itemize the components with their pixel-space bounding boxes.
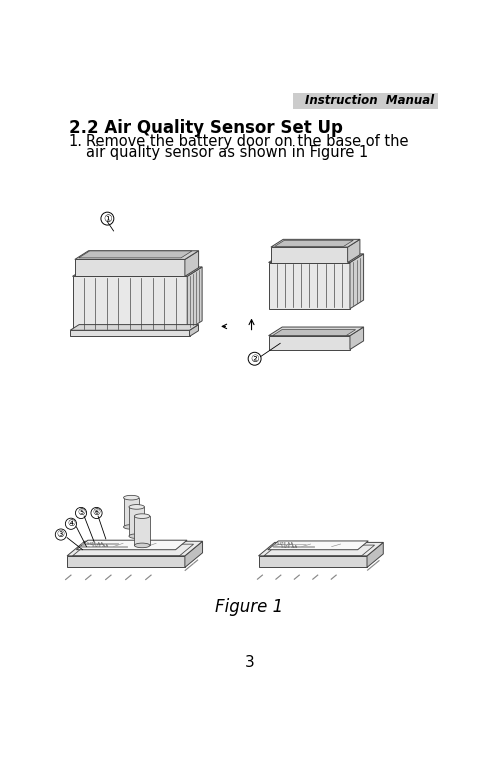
Polygon shape bbox=[350, 327, 364, 349]
Polygon shape bbox=[70, 324, 199, 330]
Polygon shape bbox=[67, 556, 185, 568]
Text: ①: ① bbox=[103, 214, 112, 224]
Polygon shape bbox=[67, 541, 203, 556]
Ellipse shape bbox=[124, 525, 139, 530]
Polygon shape bbox=[187, 267, 202, 330]
Polygon shape bbox=[185, 251, 199, 276]
Polygon shape bbox=[259, 556, 367, 568]
Ellipse shape bbox=[129, 534, 145, 539]
Polygon shape bbox=[272, 330, 356, 336]
Text: SIZE AA: SIZE AA bbox=[281, 545, 297, 549]
Polygon shape bbox=[75, 251, 199, 259]
Ellipse shape bbox=[134, 513, 150, 518]
Polygon shape bbox=[70, 330, 189, 336]
Ellipse shape bbox=[134, 543, 150, 548]
Text: SIZE AA: SIZE AA bbox=[277, 542, 293, 546]
Polygon shape bbox=[268, 327, 364, 336]
Bar bbox=[293, 93, 437, 108]
Ellipse shape bbox=[129, 504, 145, 509]
Text: SIZE AA: SIZE AA bbox=[92, 544, 108, 549]
Text: Figure 1: Figure 1 bbox=[215, 598, 283, 617]
Polygon shape bbox=[189, 324, 199, 336]
Polygon shape bbox=[268, 262, 350, 309]
Polygon shape bbox=[268, 336, 350, 349]
Polygon shape bbox=[73, 267, 202, 276]
Text: 1.: 1. bbox=[69, 134, 83, 149]
Text: ③: ③ bbox=[57, 530, 65, 539]
Polygon shape bbox=[367, 542, 383, 568]
Polygon shape bbox=[271, 240, 360, 247]
Text: ②: ② bbox=[250, 354, 259, 364]
Polygon shape bbox=[79, 251, 192, 258]
Polygon shape bbox=[268, 541, 368, 549]
Polygon shape bbox=[134, 516, 150, 546]
Text: ④: ④ bbox=[67, 520, 75, 528]
Polygon shape bbox=[259, 542, 383, 556]
Text: air quality sensor as shown in Figure 1: air quality sensor as shown in Figure 1 bbox=[86, 146, 368, 160]
Bar bbox=[273, 546, 314, 547]
Text: ⑤: ⑤ bbox=[77, 508, 85, 517]
Polygon shape bbox=[75, 259, 185, 276]
Bar bbox=[81, 543, 118, 544]
Text: ⑥: ⑥ bbox=[93, 508, 101, 517]
Polygon shape bbox=[271, 247, 348, 262]
Text: SIZE AA: SIZE AA bbox=[87, 542, 103, 546]
Bar bbox=[81, 546, 127, 547]
Polygon shape bbox=[185, 541, 203, 568]
Polygon shape bbox=[76, 540, 187, 549]
Text: 2.2 Air Quality Sensor Set Up: 2.2 Air Quality Sensor Set Up bbox=[69, 119, 342, 137]
Polygon shape bbox=[348, 240, 360, 262]
Polygon shape bbox=[124, 497, 139, 527]
Bar bbox=[273, 543, 306, 545]
Text: 3: 3 bbox=[244, 655, 254, 670]
Polygon shape bbox=[73, 276, 187, 330]
Ellipse shape bbox=[124, 495, 139, 500]
Polygon shape bbox=[350, 254, 364, 309]
Polygon shape bbox=[129, 507, 145, 536]
Polygon shape bbox=[268, 254, 364, 262]
Polygon shape bbox=[275, 240, 353, 246]
Text: Instruction  Manual: Instruction Manual bbox=[304, 95, 433, 108]
Text: Remove the battery door on the base of the: Remove the battery door on the base of t… bbox=[86, 134, 408, 149]
